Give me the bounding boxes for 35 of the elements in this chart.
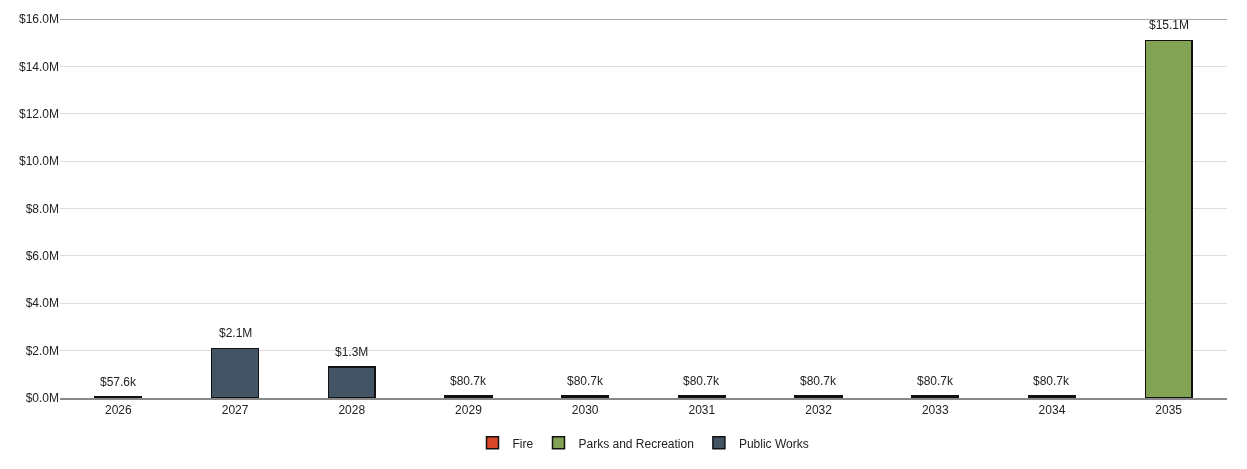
total-label: $80.7k (567, 374, 605, 388)
legend-label: Parks and Recreation (578, 436, 694, 451)
x-tick-label: 2028 (338, 403, 366, 418)
x-tick-label: 2035 (1155, 403, 1183, 418)
x-tick-label: 2033 (921, 403, 949, 418)
x-tick-label: 2027 (221, 403, 249, 418)
bar (210, 347, 260, 398)
x-tick-label: 2032 (805, 403, 833, 418)
total-label: $80.7k (683, 374, 721, 388)
total-label: $80.7k (800, 374, 838, 388)
total-label: $80.7k (1033, 374, 1071, 388)
y-tick-label: $14.0M (18, 59, 59, 74)
x-tick-label: 2029 (455, 403, 483, 418)
total-label: $57.6k (100, 375, 138, 389)
total-label: $2.1M (219, 326, 253, 340)
total-label: $80.7k (917, 374, 955, 388)
x-tick-label: 2031 (688, 403, 716, 418)
total-label: $80.7k (450, 374, 488, 388)
y-tick-label: $0.0M (25, 391, 59, 406)
legend-label: Public Works (738, 436, 809, 451)
bar (1144, 39, 1193, 398)
total-label: $1.3M (335, 345, 369, 359)
y-tick-label: $6.0M (25, 249, 59, 264)
y-tick-label: $2.0M (25, 343, 59, 358)
x-tick-label: 2034 (1038, 403, 1066, 418)
total-label: $15.1M (1149, 18, 1190, 32)
bar (327, 366, 376, 398)
y-tick-label: $8.0M (25, 201, 59, 216)
y-tick-label: $10.0M (18, 154, 59, 169)
legend-label: Fire (512, 436, 534, 451)
x-tick-label: 2030 (571, 403, 599, 418)
y-tick-label: $12.0M (18, 106, 59, 121)
y-tick-label: $16.0M (18, 12, 59, 27)
y-tick-label: $4.0M (25, 296, 59, 311)
x-tick-label: 2026 (105, 403, 133, 418)
